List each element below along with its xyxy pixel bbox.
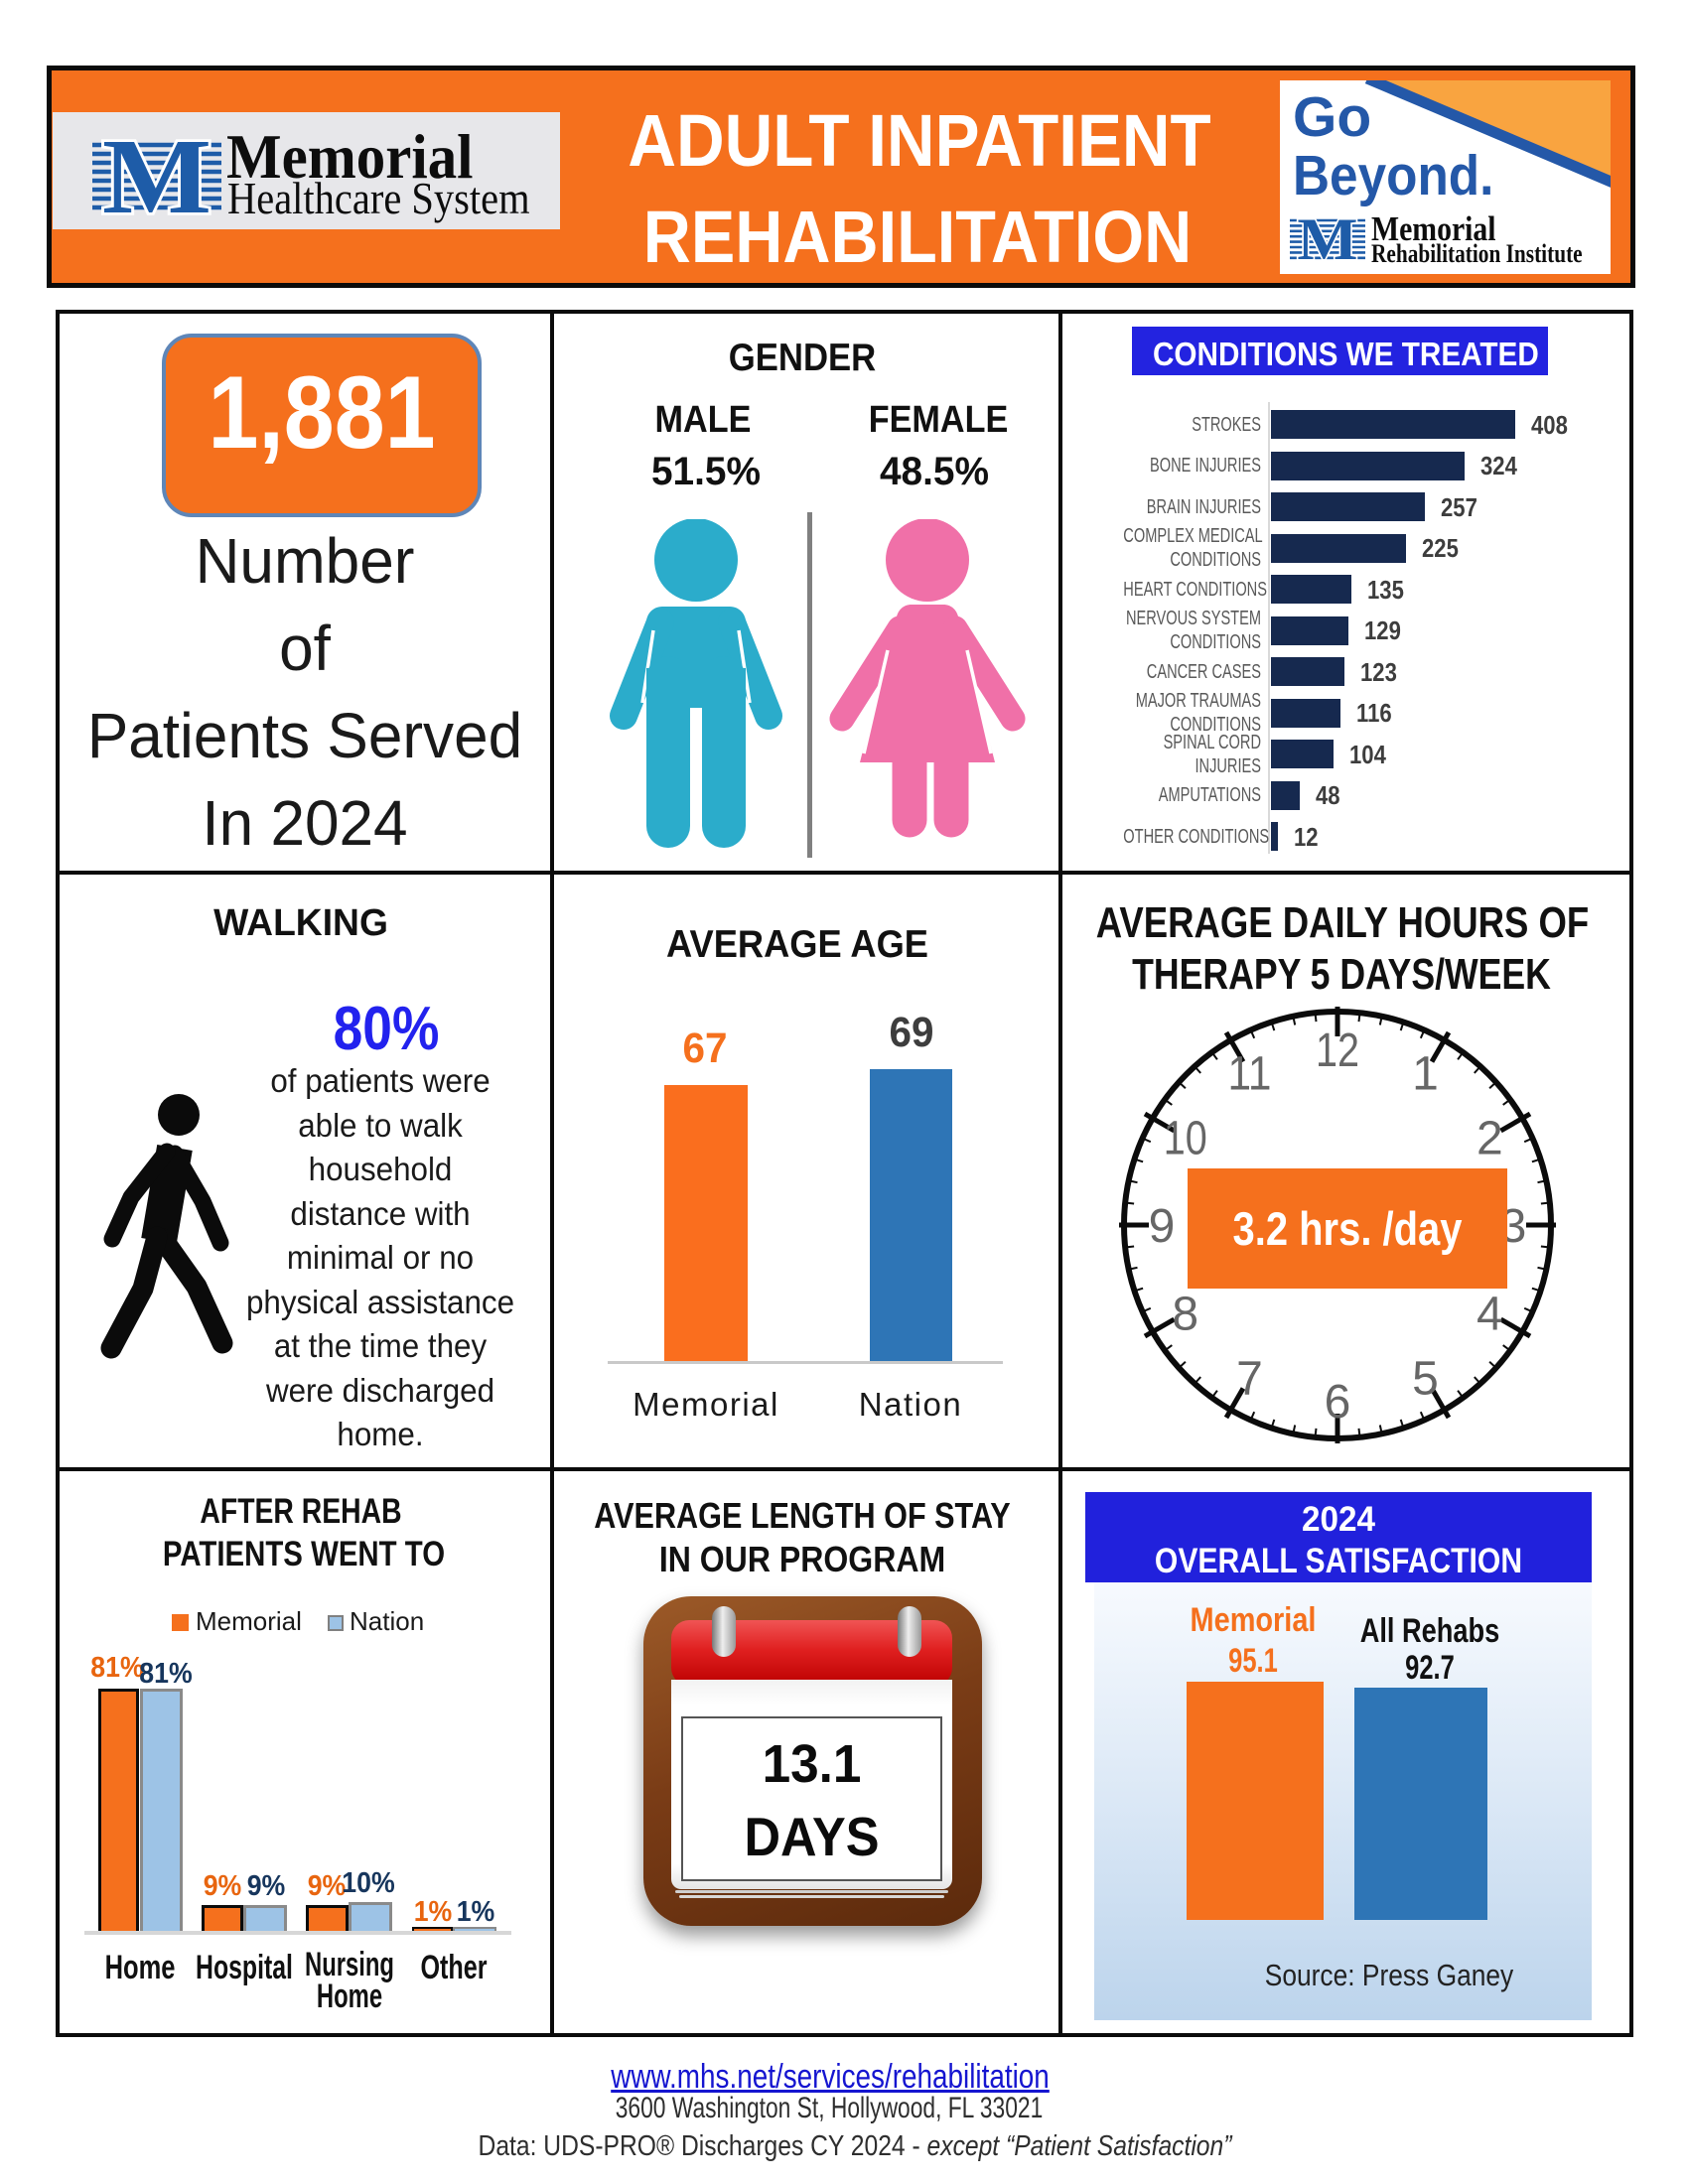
svg-text:6: 6 (1325, 1376, 1351, 1429)
svg-text:M: M (1297, 215, 1357, 263)
svg-text:10: 10 (1164, 1113, 1207, 1165)
svg-text:9: 9 (1149, 1200, 1176, 1253)
svg-text:M: M (102, 137, 211, 216)
svg-text:4: 4 (1477, 1289, 1503, 1341)
svg-text:11: 11 (1228, 1048, 1272, 1101)
svg-text:8: 8 (1172, 1289, 1198, 1341)
svg-text:1: 1 (1412, 1048, 1439, 1101)
svg-text:12: 12 (1316, 1024, 1359, 1077)
svg-text:2: 2 (1477, 1113, 1503, 1165)
svg-text:5: 5 (1412, 1352, 1439, 1405)
svg-text:7: 7 (1236, 1352, 1263, 1405)
